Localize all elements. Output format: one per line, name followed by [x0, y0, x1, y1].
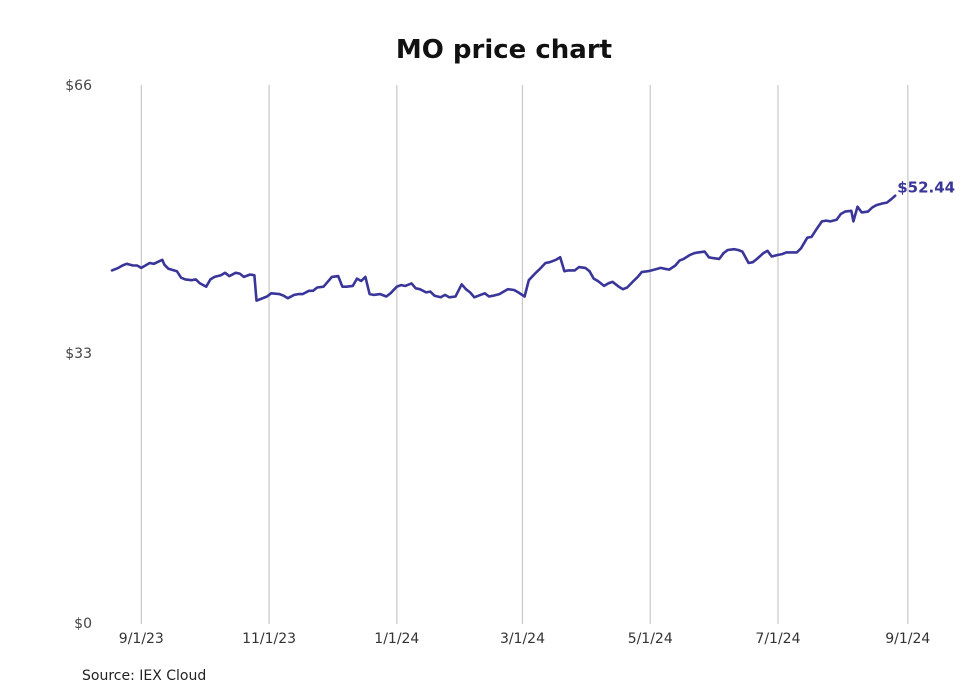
chart-title: MO price chart [396, 35, 612, 65]
x-tick-label: 7/1/24 [755, 631, 800, 647]
y-axis: $66 $33 $0 [65, 78, 92, 632]
gridlines [140, 85, 909, 624]
x-tick-label: 9/1/23 [119, 631, 164, 647]
x-tick-label: 1/1/24 [374, 631, 419, 647]
x-tick-label: 9/1/24 [885, 631, 930, 647]
x-tick-label: 11/1/23 [242, 631, 296, 647]
y-tick-label: $66 [65, 78, 92, 94]
y-tick-label: $0 [74, 616, 92, 632]
x-axis: 9/1/23 11/1/23 1/1/24 3/1/24 5/1/24 7/1/24 9/1… [119, 631, 931, 647]
source-note: Source: IEX Cloud [82, 668, 207, 684]
price-line [110, 194, 897, 302]
x-tick-label: 3/1/24 [500, 631, 545, 647]
x-tick-label: 5/1/24 [628, 631, 673, 647]
last-price-label: $52.44 [897, 179, 955, 197]
y-tick-label: $33 [65, 346, 92, 362]
